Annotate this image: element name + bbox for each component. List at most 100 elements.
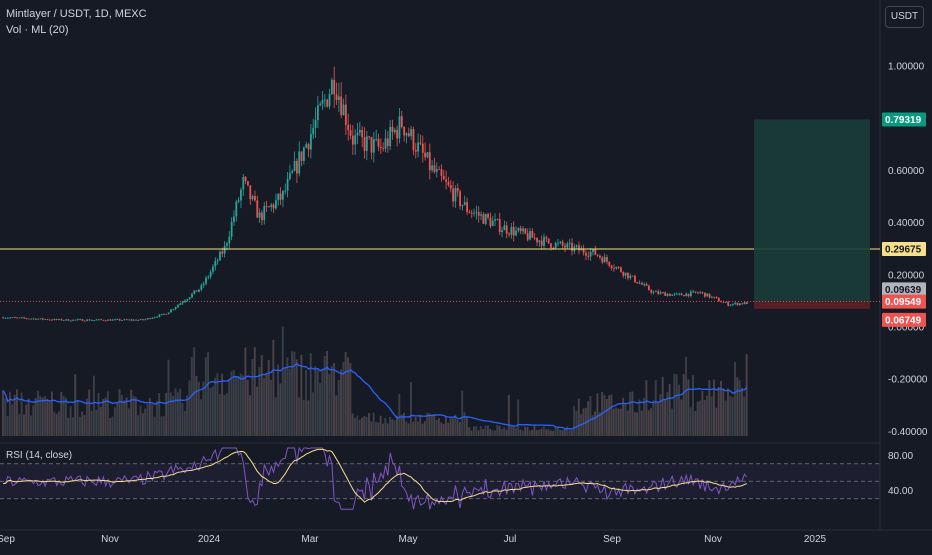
volume-bar: [696, 401, 699, 436]
volume-bar: [675, 374, 678, 436]
volume-bar: [528, 430, 531, 436]
volume-bar: [202, 381, 205, 436]
volume-bar: [85, 398, 88, 436]
rsi-indicator-label[interactable]: RSI (14, close): [6, 450, 73, 461]
volume-bar: [710, 396, 713, 436]
candle-body: [114, 319, 116, 321]
candle-body: [710, 296, 713, 298]
candle-body: [254, 196, 256, 201]
candle-body: [594, 248, 597, 255]
volume-bar: [671, 408, 673, 436]
candle-body: [669, 294, 671, 296]
candle-body: [519, 228, 522, 232]
volume-bar: [517, 399, 520, 436]
volume-bar: [302, 399, 305, 436]
candle-body: [307, 144, 310, 150]
candle-body: [645, 284, 648, 286]
volume-bar: [221, 373, 224, 436]
candle-body: [475, 212, 478, 213]
currency-button[interactable]: USDT: [885, 6, 924, 28]
volume-bar: [281, 326, 284, 436]
volume-bar: [416, 421, 419, 436]
position-stop-zone: [754, 301, 870, 309]
candle-body: [363, 137, 366, 151]
candle-body: [284, 190, 287, 192]
candle-body: [48, 319, 51, 321]
volume-bar: [463, 412, 466, 436]
candle-body: [666, 294, 669, 296]
candle-body: [564, 245, 566, 248]
candle-body: [659, 292, 662, 294]
volume-bar: [498, 425, 501, 436]
volume-bar: [615, 407, 618, 436]
candle-body: [30, 318, 33, 320]
candle-body: [557, 242, 559, 244]
candle-body: [550, 243, 552, 248]
candle-body: [531, 231, 534, 238]
volume-bar: [253, 346, 256, 436]
volume-bar: [43, 396, 46, 436]
candle-body: [293, 160, 296, 171]
candle-body: [701, 292, 704, 293]
volume-bar: [444, 416, 447, 436]
candle-body: [708, 293, 711, 298]
volume-bar: [703, 400, 706, 436]
candle-body: [452, 188, 454, 202]
symbol-title[interactable]: Mintlayer / USDT, 1D, MEXC: [6, 8, 147, 20]
volume-bar: [244, 347, 247, 436]
candle-body: [389, 126, 392, 147]
volume-bar: [484, 425, 487, 436]
volume-indicator-label[interactable]: Vol · ML (20): [6, 24, 69, 36]
price-tag-stop: [882, 312, 926, 327]
volume-bar: [654, 380, 657, 436]
candle-body: [678, 293, 681, 295]
candle-body: [258, 212, 261, 218]
candle-body: [58, 319, 61, 320]
candle-body: [545, 237, 548, 239]
volume-bar: [57, 411, 60, 436]
volume-bar: [435, 419, 438, 436]
candle-body: [109, 319, 112, 321]
candle-body: [228, 236, 231, 244]
candle-body: [104, 320, 107, 322]
candle-body: [426, 152, 429, 158]
candle-body: [118, 319, 121, 321]
candle-body: [547, 238, 550, 244]
candle-body: [631, 275, 634, 277]
volume-bar: [74, 374, 77, 436]
volume-bar: [393, 420, 396, 436]
candle-body: [18, 317, 21, 319]
volume-bar: [225, 393, 228, 436]
candle-body: [53, 319, 56, 321]
volume-bar: [559, 429, 562, 436]
candle-body: [689, 291, 692, 296]
candle-body: [188, 297, 191, 300]
volume-bar: [694, 410, 697, 436]
candle-body: [643, 284, 646, 285]
time-tick-label: May: [399, 534, 418, 545]
volume-bar: [167, 359, 170, 436]
candle-body: [596, 254, 599, 256]
candle-body: [417, 142, 420, 152]
volume-bar: [71, 417, 74, 436]
candle-body: [151, 317, 154, 319]
volume-bar: [722, 388, 725, 436]
candle-body: [261, 212, 263, 221]
candle-body: [384, 138, 387, 149]
volume-bar: [377, 422, 380, 436]
volume-bar: [605, 399, 608, 436]
volume-bar: [430, 415, 433, 436]
candle-body: [34, 318, 37, 320]
time-axis: Sep Nov 2024 Mar May Jul Sep Nov 2025: [0, 534, 827, 545]
candle-body: [459, 191, 461, 207]
volume-bar: [230, 371, 233, 436]
volume-bar: [472, 426, 475, 436]
volume-bar: [328, 373, 331, 436]
candle-body: [242, 177, 245, 190]
volume-bar: [118, 389, 121, 436]
candle-body: [438, 169, 441, 170]
candle-body: [83, 320, 86, 322]
volume-bar: [379, 415, 382, 436]
